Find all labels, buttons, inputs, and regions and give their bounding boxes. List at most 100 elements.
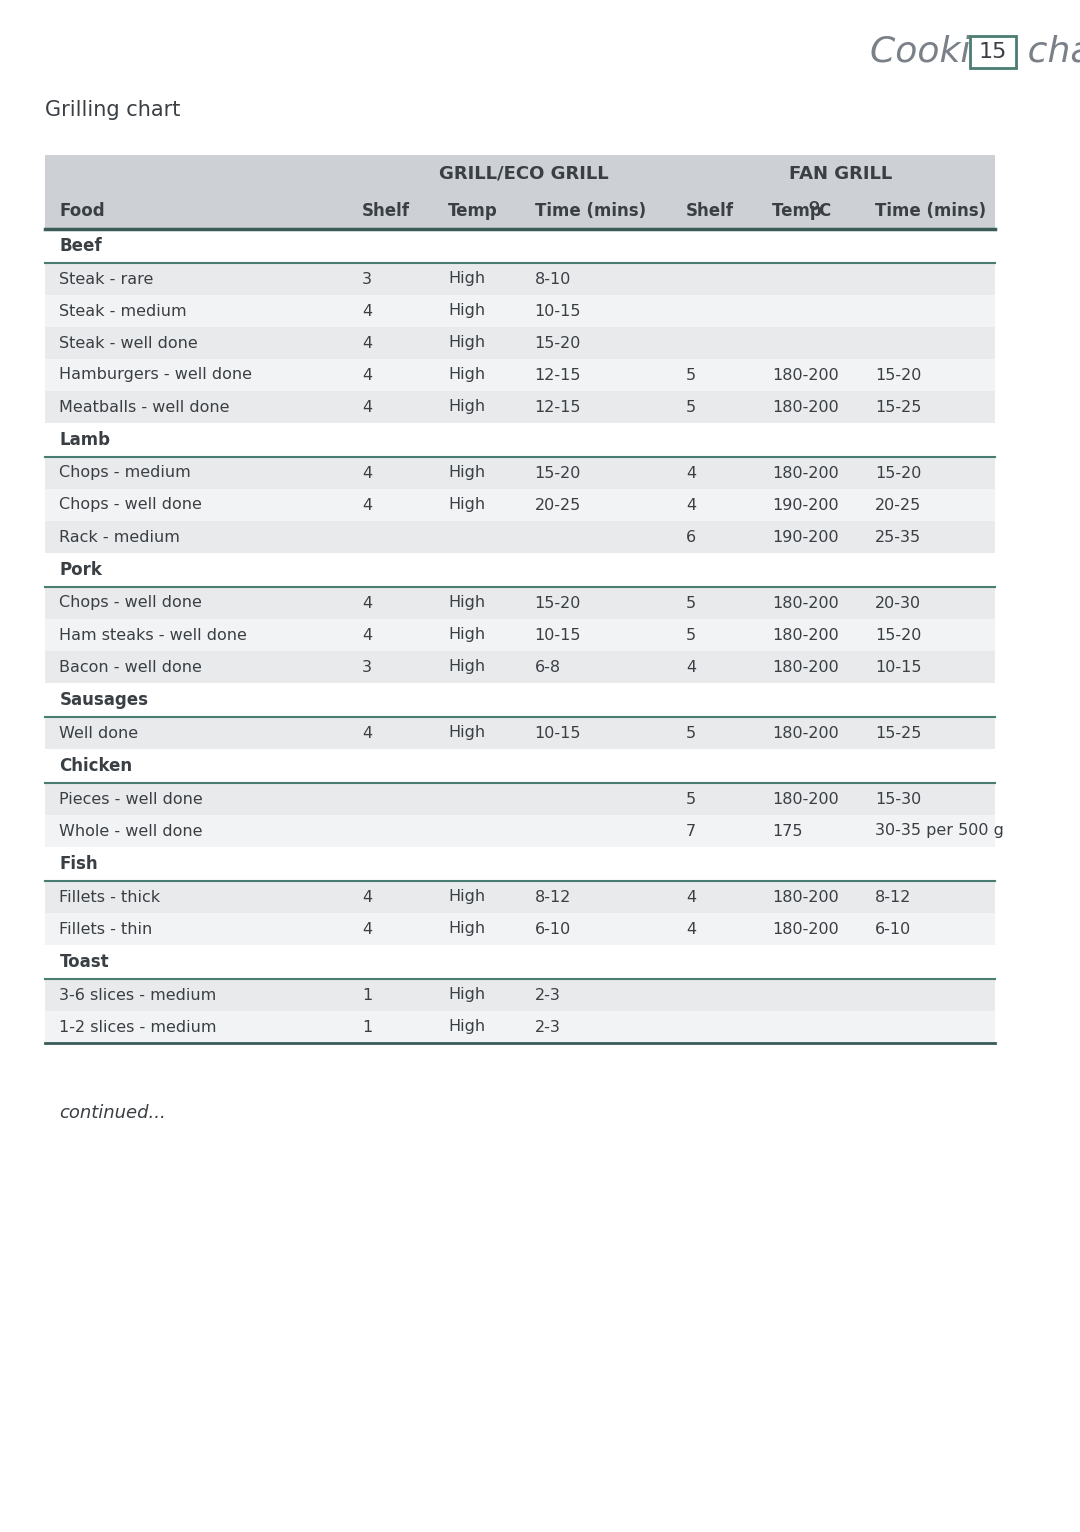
Text: High: High — [448, 498, 485, 513]
Text: 10-15: 10-15 — [875, 659, 921, 674]
Text: 4: 4 — [362, 726, 372, 740]
Text: Cooking charts: Cooking charts — [870, 35, 1080, 69]
Text: 5: 5 — [686, 400, 696, 415]
Text: 4: 4 — [362, 628, 372, 642]
Text: 15-20: 15-20 — [535, 596, 581, 610]
Bar — [45, 881, 995, 913]
Bar — [45, 913, 995, 945]
Text: 6: 6 — [686, 530, 696, 544]
Text: 4: 4 — [362, 466, 372, 481]
Text: High: High — [448, 303, 485, 319]
Text: Chicken: Chicken — [59, 757, 133, 775]
Text: 180-200: 180-200 — [772, 659, 839, 674]
Text: High: High — [448, 466, 485, 481]
Text: 15-20: 15-20 — [875, 368, 921, 383]
Bar — [45, 619, 995, 651]
Text: High: High — [448, 368, 485, 383]
Text: Chops - well done: Chops - well done — [59, 596, 202, 610]
Text: 15-25: 15-25 — [875, 726, 921, 740]
Text: 7: 7 — [686, 824, 696, 838]
Bar — [45, 847, 995, 881]
Text: 4: 4 — [686, 922, 696, 936]
Text: GRILL/ECO GRILL: GRILL/ECO GRILL — [438, 165, 609, 182]
Text: 5: 5 — [686, 368, 696, 383]
Text: Pieces - well done: Pieces - well done — [59, 792, 203, 806]
Text: 4: 4 — [686, 466, 696, 481]
Text: 15-20: 15-20 — [875, 466, 921, 481]
Text: 15-20: 15-20 — [535, 466, 581, 481]
Text: 4: 4 — [686, 498, 696, 513]
Text: 4: 4 — [362, 368, 372, 383]
Text: 180-200: 180-200 — [772, 628, 839, 642]
Text: Pork: Pork — [59, 561, 103, 579]
Text: 20-25: 20-25 — [875, 498, 921, 513]
Text: Steak - medium: Steak - medium — [59, 303, 187, 319]
Bar — [45, 749, 995, 783]
Text: High: High — [448, 988, 485, 1002]
Text: Time (mins): Time (mins) — [535, 202, 646, 221]
Text: 2-3: 2-3 — [535, 988, 561, 1002]
Text: Shelf: Shelf — [686, 202, 733, 221]
Text: 4: 4 — [686, 890, 696, 904]
Text: 4: 4 — [362, 400, 372, 415]
Bar — [45, 228, 995, 264]
Text: 5: 5 — [686, 596, 696, 610]
Text: 175: 175 — [772, 824, 802, 838]
Text: High: High — [448, 271, 485, 286]
Bar — [45, 945, 995, 979]
Bar — [45, 651, 995, 683]
Text: High: High — [448, 659, 485, 674]
Text: 15-30: 15-30 — [875, 792, 921, 806]
Text: Well done: Well done — [59, 726, 138, 740]
Bar — [45, 717, 995, 749]
Text: 3-6 slices - medium: 3-6 slices - medium — [59, 988, 217, 1002]
Bar — [45, 979, 995, 1011]
Text: Grilling chart: Grilling chart — [45, 100, 180, 119]
Text: 180-200: 180-200 — [772, 726, 839, 740]
Text: Whole - well done: Whole - well done — [59, 824, 203, 838]
Text: C: C — [819, 202, 831, 221]
Bar — [45, 457, 995, 489]
Text: 25-35: 25-35 — [875, 530, 921, 544]
Text: 4: 4 — [686, 659, 696, 674]
Text: 180-200: 180-200 — [772, 400, 839, 415]
Text: Chops - medium: Chops - medium — [59, 466, 191, 481]
Text: Meatballs - well done: Meatballs - well done — [59, 400, 230, 415]
Text: Fish: Fish — [59, 855, 98, 873]
Bar — [45, 155, 995, 193]
Text: 180-200: 180-200 — [772, 596, 839, 610]
Text: FAN GRILL: FAN GRILL — [788, 165, 892, 182]
Text: High: High — [448, 1019, 485, 1034]
Bar — [45, 391, 995, 423]
Text: 30-35 per 500 g: 30-35 per 500 g — [875, 824, 1003, 838]
Text: 5: 5 — [686, 726, 696, 740]
Text: 190-200: 190-200 — [772, 530, 839, 544]
Bar — [45, 815, 995, 847]
Text: 180-200: 180-200 — [772, 368, 839, 383]
Text: 8-12: 8-12 — [535, 890, 571, 904]
Text: 15-25: 15-25 — [875, 400, 921, 415]
Text: 12-15: 12-15 — [535, 368, 581, 383]
Text: 20-30: 20-30 — [875, 596, 921, 610]
Bar — [45, 296, 995, 326]
Text: High: High — [448, 890, 485, 904]
Text: 190-200: 190-200 — [772, 498, 839, 513]
Text: Beef: Beef — [59, 237, 102, 254]
Text: Steak - rare: Steak - rare — [59, 271, 153, 286]
Text: 15-20: 15-20 — [875, 628, 921, 642]
Text: Rack - medium: Rack - medium — [59, 530, 180, 544]
Text: 12-15: 12-15 — [535, 400, 581, 415]
Text: Hamburgers - well done: Hamburgers - well done — [59, 368, 253, 383]
Text: Steak - well done: Steak - well done — [59, 336, 198, 351]
Text: Time (mins): Time (mins) — [875, 202, 986, 221]
Text: 10-15: 10-15 — [535, 303, 581, 319]
Text: 4: 4 — [362, 303, 372, 319]
Bar — [45, 264, 995, 296]
Text: Sausages: Sausages — [59, 691, 148, 709]
Text: Lamb: Lamb — [59, 430, 110, 449]
Bar — [45, 326, 995, 358]
Text: 10-15: 10-15 — [535, 726, 581, 740]
Text: Food: Food — [59, 202, 105, 221]
Text: Chops - well done: Chops - well done — [59, 498, 202, 513]
Text: 4: 4 — [362, 498, 372, 513]
